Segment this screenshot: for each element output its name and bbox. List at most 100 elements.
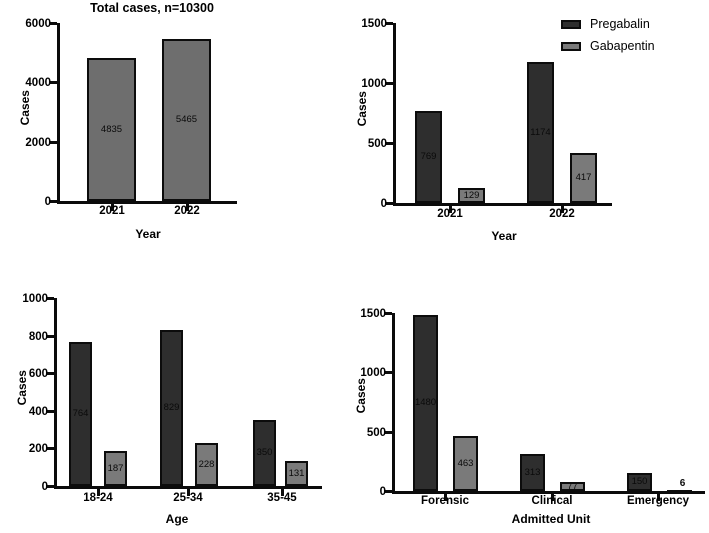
y-tick-label: 600 [28,368,48,381]
y-tick [47,297,54,300]
bar-value-label: 829 [163,402,180,414]
legend-item-pregabalin: Pregabalin [561,17,650,31]
y-tick-label: 1000 [360,367,386,380]
y-tick [47,334,54,338]
y-tick-label: 6000 [25,18,51,30]
x-axis-title: Admitted Unit [511,512,591,526]
bar-value-label: 313 [524,466,541,478]
x-axis [392,491,705,494]
bar-pregabalin-18-24: 764 [69,342,92,486]
bar-pregabalin-2022: 1174 [527,62,554,203]
x-axis [393,203,612,206]
bar-value-label: 1480 [414,397,437,409]
y-tick [47,485,54,488]
x-tick [449,206,452,213]
bar-2021: 4835 [87,57,136,201]
bar-value-label: 350 [256,447,273,459]
bar-gabapentin-clinical: 77 [560,481,585,491]
legend-swatch-gabapentin [561,41,581,51]
y-tick [50,140,57,144]
bar-gabapentin-2022: 417 [570,152,597,203]
y-tick-label: 500 [366,426,386,439]
x-tick-label: 35-45 [267,492,297,504]
y-axis [392,313,395,494]
y-tick-label: 400 [28,405,48,418]
x-tick-label: 2021 [99,205,125,217]
legend-label: Pregabalin [590,17,650,31]
x-tick [561,206,564,213]
bar-value-label: 6 [679,478,686,489]
bar-value-label: 150 [631,476,648,488]
y-tick [386,202,393,205]
y-axis-title: Cases [15,370,29,406]
x-tick-label: Clinical [531,495,573,507]
y-axis-title: Cases [355,91,369,127]
y-tick [386,22,393,25]
y-tick-label: 1000 [22,293,48,305]
legend-label: Gabapentin [590,39,655,53]
x-axis [57,201,237,204]
legend-swatch-pregabalin [561,19,581,29]
y-tick [50,22,57,25]
bar-value-label: 1174 [530,126,551,138]
y-axis [57,23,60,204]
x-tick-label: 25-34 [173,492,203,504]
y-tick-label: 4000 [25,77,51,90]
y-axis-title: Cases [354,378,368,414]
y-tick [50,200,57,203]
y-tick-label: 800 [28,330,48,343]
x-tick [97,489,100,496]
y-tick-label: 0 [379,486,386,498]
y-tick-label: 1500 [361,18,387,30]
bar-value-label: 187 [107,462,124,474]
bar-value-label: 228 [198,458,215,470]
bar-gabapentin-2021: 129 [458,187,485,203]
y-tick-label: 2000 [25,136,51,149]
bar-value-label: 131 [288,467,305,479]
x-axis-title: Age [165,512,189,526]
y-tick [386,82,393,85]
y-tick-label: 1000 [361,78,387,90]
bar-value-label: 769 [420,151,437,163]
bar-value-label: 77 [567,481,578,491]
bar-2022: 5465 [162,38,211,201]
x-tick [657,494,660,501]
x-tick-label: Emergency [626,495,690,507]
bar-gabapentin-forensic: 463 [453,436,478,491]
bar-gabapentin-35-45: 131 [285,461,308,486]
y-tick-label: 500 [367,138,387,150]
x-tick [111,204,114,211]
y-axis [54,298,57,489]
y-tick [47,372,54,376]
bar-value-label: 5465 [175,114,198,126]
bar-value-label: 417 [575,172,592,184]
bar-pregabalin-clinical: 313 [520,453,545,491]
y-tick-label: 0 [380,198,387,210]
bar-gabapentin-18-24: 187 [104,450,127,486]
y-tick [47,409,54,413]
x-axis-title: Year [491,229,517,243]
bar-value-label: 764 [72,408,89,420]
y-tick-label: 1500 [360,308,386,320]
y-tick-label: 0 [41,481,48,493]
bar-pregabalin-25-34: 829 [160,330,183,486]
y-tick [47,447,54,451]
bar-value-label: 463 [457,457,474,469]
x-tick [281,489,284,496]
y-tick [385,490,392,493]
x-tick [551,494,554,501]
y-tick [385,430,392,434]
x-axis-title: Year [135,227,161,241]
x-tick [186,204,189,211]
bar-pregabalin-35-45: 350 [253,420,276,486]
x-tick-label: 18-24 [83,492,113,504]
bar-gabapentin-emergency [667,490,692,491]
y-axis-title: Cases [18,90,32,126]
bar-value-label: 4835 [100,123,123,135]
x-tick-label: 2021 [437,208,463,220]
x-axis [54,486,322,489]
y-tick-label: 0 [44,196,51,208]
x-tick-label: 2022 [174,205,200,217]
legend-item-gabapentin: Gabapentin [561,39,655,53]
